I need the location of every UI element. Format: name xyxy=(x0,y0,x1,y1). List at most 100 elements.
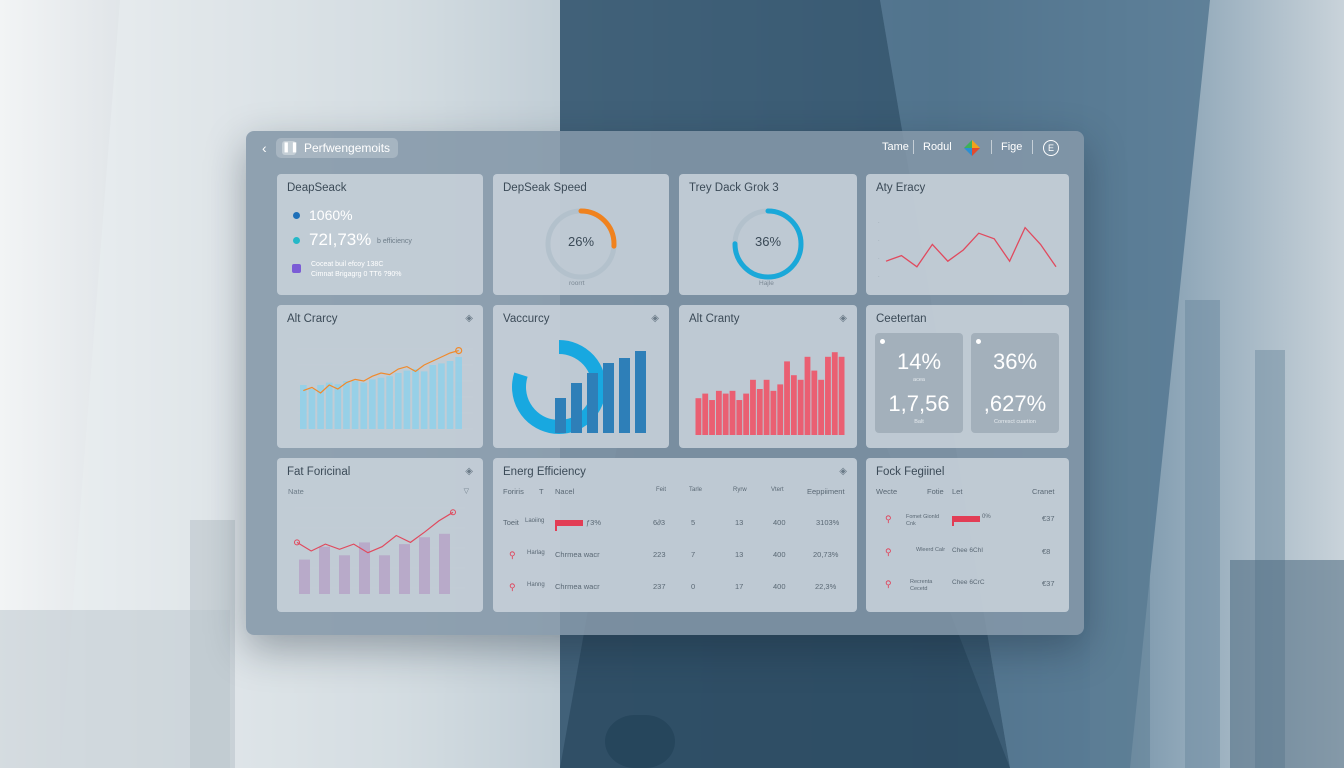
stat-tile[interactable]: 14% acea 1,7,56 Balt xyxy=(875,333,963,433)
cell-value: Chee 6ChI xyxy=(952,547,984,554)
app-tab[interactable]: ❚❚ Perfwengemoits xyxy=(276,138,398,158)
cell-value: €8 xyxy=(1042,547,1051,556)
stat-tile[interactable]: 36% ,627% Corresct cuartion xyxy=(971,333,1059,433)
air-energy-combo-chart xyxy=(297,346,473,430)
cell-value: 13 xyxy=(735,518,744,527)
bar xyxy=(439,533,450,594)
speed-donut xyxy=(545,208,617,280)
bar xyxy=(379,555,390,594)
accuracy-card[interactable]: Aty Eracy · · · · xyxy=(866,174,1069,295)
card-title: Fock Fegiinel xyxy=(876,466,945,478)
grok-value: 36% xyxy=(754,234,782,249)
cell-value: 20,73% xyxy=(813,550,839,559)
pin-icon[interactable]: ◈ xyxy=(465,313,473,324)
bar xyxy=(797,379,804,435)
column-header: Ryrw xyxy=(733,487,747,493)
table-row[interactable]: ⚲ Recrenta Cecetd Chee 6CrC €37 xyxy=(866,579,1069,595)
y-tick-mark: · xyxy=(878,274,880,280)
y-tick-mark: · xyxy=(878,220,880,226)
column-header: Cranet xyxy=(1032,487,1055,496)
tag-icon xyxy=(292,264,301,273)
cell-label: Fomet Gionld Cnk xyxy=(906,514,940,527)
bar xyxy=(429,365,437,429)
profile-button-icon[interactable]: E xyxy=(1043,140,1059,156)
bar xyxy=(359,542,370,594)
column-header: Fotie xyxy=(927,487,944,496)
fat-card[interactable]: Fat Foricinal ◈ Nate ▽ xyxy=(277,458,483,612)
bar xyxy=(818,379,825,435)
table-row[interactable]: ⚲ Harlag Chrmea wacr 223 7 13 400 20,73% xyxy=(493,550,857,566)
vaccuracy-card[interactable]: Vaccurcy ◈ xyxy=(493,305,669,448)
nav-divider xyxy=(991,140,992,154)
chevron-down-icon[interactable]: ▽ xyxy=(463,488,469,495)
speed-card[interactable]: DepSeak Speed 26% roorrt xyxy=(493,174,669,295)
table-row[interactable]: ⚲ Fomet Gionld Cnk 0% €37 xyxy=(866,514,1069,530)
bar xyxy=(403,370,411,429)
chevron-left-icon[interactable]: ‹ xyxy=(262,140,267,156)
summary-card[interactable]: DeapSeack 1060% 72I,73% b efficiency Coc… xyxy=(277,174,483,295)
table-row[interactable]: Toeit Laoiing ƒ3% 6∂3 5 13 400 3103% xyxy=(493,518,857,534)
bar xyxy=(455,357,462,429)
column-header: Wecte xyxy=(876,487,898,496)
progress-marker xyxy=(952,520,954,526)
alt-cranty-bar-chart xyxy=(695,352,845,435)
dashboard-window: ‹ ❚❚ Perfwengemoits Tame Rodul Fige E De… xyxy=(246,131,1084,635)
cell-value: Chrmea wacr xyxy=(555,582,600,591)
nav-divider xyxy=(913,140,914,154)
air-energy-card[interactable]: Alt Crarcy ◈ xyxy=(277,305,483,448)
series-end-marker xyxy=(450,509,456,516)
pin-icon[interactable]: ◈ xyxy=(839,466,847,477)
table-row[interactable]: ⚲ Hanng Chrmea wacr 237 0 17 400 22,3% xyxy=(493,582,857,598)
cell-value: 3103% xyxy=(816,518,840,527)
stats-card[interactable]: Ceetertan 14% acea 1,7,56 Balt 36% ,627%… xyxy=(866,305,1069,448)
cell-label: Hanng xyxy=(527,582,545,588)
bar xyxy=(299,559,310,594)
pause-icon[interactable]: ❚❚ xyxy=(282,141,299,155)
grok-caption: Hajle xyxy=(759,280,774,287)
location-pin-icon: ⚲ xyxy=(509,582,516,592)
series-line xyxy=(885,226,1057,268)
table-header: Wecte Fotie Let Cranet xyxy=(866,487,1069,503)
accuracy-line-chart: · · · · xyxy=(878,220,1057,280)
nav-divider xyxy=(1032,140,1033,154)
bar xyxy=(308,389,316,429)
summary-value-1: 1060% xyxy=(309,207,353,223)
cell-label: Recrenta Cecetd xyxy=(910,579,933,592)
bar xyxy=(811,370,818,435)
pin-icon[interactable]: ◈ xyxy=(465,466,473,477)
table-row[interactable]: ⚲ Wleerd Calr Chee 6ChI €8 xyxy=(866,547,1069,563)
bar xyxy=(702,393,709,435)
cell-label: Harlag xyxy=(527,550,545,556)
alt-cranty-card[interactable]: Alt Cranty ◈ xyxy=(679,305,857,448)
energy-card[interactable]: Energ Efficiency ◈ Foriris T Nacel Feit … xyxy=(493,458,857,612)
pin-icon[interactable]: ◈ xyxy=(651,313,659,324)
bar xyxy=(750,379,756,435)
card-title: Trey Dack Grok 3 xyxy=(689,182,779,194)
location-pin-icon: ⚲ xyxy=(885,514,892,524)
grok-card[interactable]: Trey Dack Grok 3 36% Hajle xyxy=(679,174,857,295)
card-title: Alt Cranty xyxy=(689,313,740,325)
cell-value: 22,3% xyxy=(815,582,837,591)
location-pin-icon: ⚲ xyxy=(885,579,892,589)
column-header: Feit xyxy=(656,487,667,493)
bar xyxy=(831,352,838,435)
cell-value: 17 xyxy=(735,582,744,591)
speed-caption: roorrt xyxy=(569,280,585,287)
pin-icon[interactable]: ◈ xyxy=(839,313,847,324)
y-tick-mark: · xyxy=(878,256,880,262)
cell-label: Wleerd Calr xyxy=(916,547,946,553)
bar xyxy=(571,383,582,433)
nav-item-tame[interactable]: Tame xyxy=(882,141,909,153)
nav-item-fige[interactable]: Fige xyxy=(1001,141,1023,153)
bar xyxy=(763,379,770,435)
summary-footnote-2: Cimnat Brigagrg 0 TT6 ?90% xyxy=(311,271,402,278)
stat-label: Corresct cuartion xyxy=(994,419,1036,425)
fock-card[interactable]: Fock Fegiinel Wecte Fotie Let Cranet ⚲ F… xyxy=(866,458,1069,612)
y-tick-mark: · xyxy=(878,238,880,244)
cell-value: 5 xyxy=(691,518,696,527)
column-header: Vtert xyxy=(771,487,784,493)
stat-dot xyxy=(880,339,885,344)
column-header: T xyxy=(539,487,544,496)
nav-item-rodul[interactable]: Rodul xyxy=(923,141,952,153)
cell-value: €37 xyxy=(1042,579,1055,588)
